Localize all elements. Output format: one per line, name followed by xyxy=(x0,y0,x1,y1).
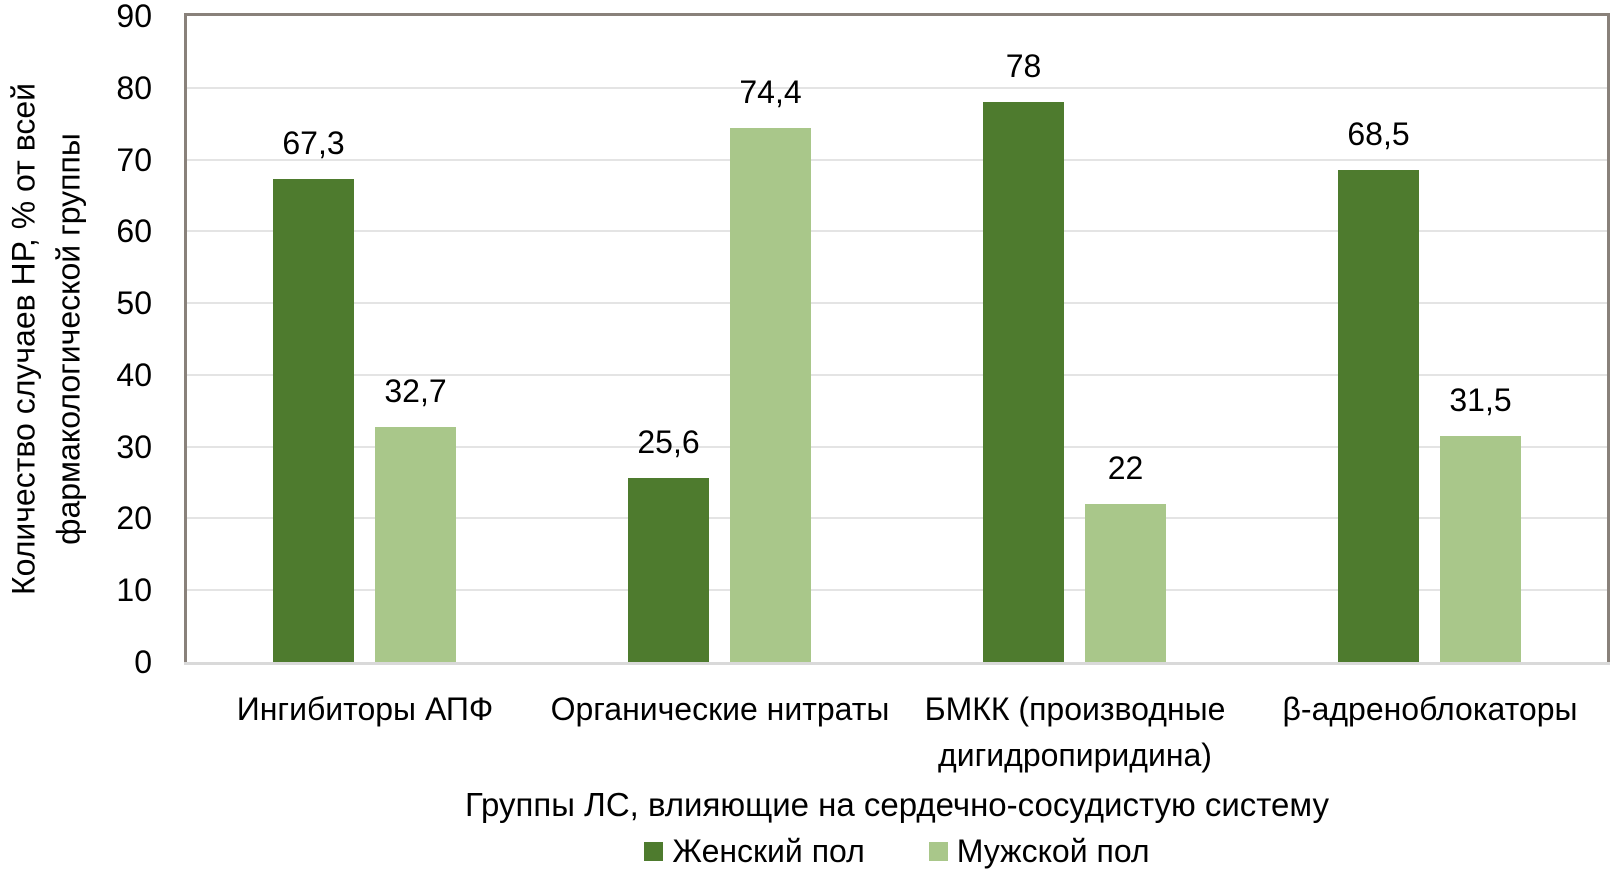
y-tick-label: 60 xyxy=(116,213,152,250)
y-tick-label: 40 xyxy=(116,356,152,393)
bar xyxy=(1338,170,1419,662)
bar-value-label: 31,5 xyxy=(1449,382,1512,418)
plot-border-left xyxy=(184,13,187,665)
y-tick-label: 80 xyxy=(116,69,152,106)
legend-swatch-icon xyxy=(644,841,664,861)
bar xyxy=(1085,504,1166,662)
bar-value-label: 78 xyxy=(1005,48,1042,84)
y-tick-label: 50 xyxy=(116,285,152,322)
gridline xyxy=(187,302,1607,305)
category-label: Ингибиторы АПФ xyxy=(236,691,494,727)
legend-item: Мужской пол xyxy=(928,833,1150,869)
x-axis-line xyxy=(184,662,1610,665)
bar xyxy=(273,179,354,662)
gridline xyxy=(187,373,1607,376)
gridline xyxy=(187,589,1607,592)
bar-value-label: 22 xyxy=(1107,450,1144,486)
x-axis-title: Группы ЛС, влияющие на сердечно-сосудист… xyxy=(465,786,1329,823)
plot-border-right xyxy=(1607,13,1610,665)
bar xyxy=(983,102,1064,662)
bar-value-label: 32,7 xyxy=(384,373,447,409)
category-label: Органические нитраты xyxy=(550,691,890,727)
bar xyxy=(730,128,811,662)
y-tick-label: 30 xyxy=(116,428,152,465)
gridline xyxy=(187,517,1607,520)
gridline xyxy=(187,86,1607,89)
y-axis-title-line: фармакологической группы xyxy=(50,133,87,545)
legend-label: Мужской пол xyxy=(956,833,1150,869)
legend: Женский пол Мужской пол xyxy=(187,833,1607,869)
bar-value-label: 68,5 xyxy=(1347,116,1410,152)
y-tick-label: 10 xyxy=(116,572,152,609)
gridline xyxy=(187,230,1607,233)
legend-swatch-icon xyxy=(928,841,948,861)
gridline xyxy=(187,158,1607,161)
bar xyxy=(1440,436,1521,662)
bar-value-label: 74,4 xyxy=(739,74,802,110)
y-axis-title-line: Количество случаев НР, % от всей xyxy=(5,82,42,596)
legend-label: Женский пол xyxy=(672,833,865,869)
y-tick-label: 70 xyxy=(116,141,152,178)
gridline xyxy=(187,445,1607,448)
bar-value-label: 25,6 xyxy=(637,424,700,460)
bar xyxy=(375,427,456,662)
y-tick-label: 0 xyxy=(134,644,152,680)
legend-item: Женский пол xyxy=(644,833,865,869)
plot-border-top xyxy=(184,13,1610,16)
bar-value-label: 67,3 xyxy=(282,125,345,161)
bar xyxy=(628,478,709,662)
y-axis-title: Количество случаев НР, % от всей фармакол… xyxy=(2,15,94,664)
y-tick-label: 20 xyxy=(116,500,152,537)
category-label: БМКК (производные дигидропиридина) xyxy=(924,691,1226,773)
y-tick-label: 90 xyxy=(116,0,152,34)
category-label: β-адреноблокаторы xyxy=(1282,691,1578,727)
